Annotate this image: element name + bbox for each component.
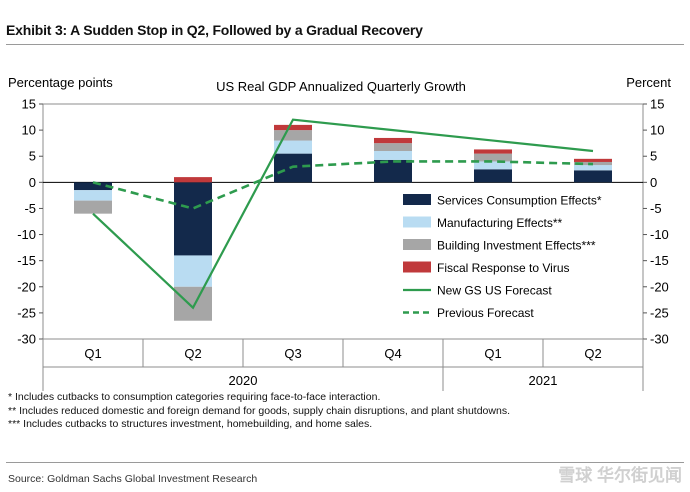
bar-segment-building-investment-effects	[74, 200, 112, 214]
y-tick-label-left: -5	[24, 201, 36, 216]
exhibit-title: Exhibit 3: A Sudden Stop in Q2, Followed…	[6, 22, 423, 38]
legend-label-services-consumption-effects: Services Consumption Effects*	[437, 194, 602, 208]
bar-segment-services-consumption-effects	[74, 182, 112, 191]
y-tick-label-left: -10	[17, 227, 36, 242]
y-tick-label-left: -20	[17, 279, 36, 294]
top-rule	[6, 44, 684, 45]
footnote: * Includes cutbacks to consumption categ…	[8, 391, 381, 403]
legend-label-manufacturing-effects: Manufacturing Effects**	[437, 216, 563, 230]
x-tick-label: Q4	[384, 346, 401, 361]
bar-segment-fiscal-response-to-virus	[374, 137, 412, 144]
y-tick-label-right: -30	[650, 332, 669, 347]
bar-segment-manufacturing-effects	[74, 190, 112, 201]
bar-segment-building-investment-effects	[474, 153, 512, 162]
gdp-chart: 15 15 10 10 5 5 0 0 -5 -5 -10 -10 -15 -15 -20 -20 -25 -25…	[8, 75, 671, 391]
legend-label-fiscal-response-to-virus: Fiscal Response to Virus	[437, 261, 570, 275]
y-tick-label-right: 15	[650, 97, 664, 112]
bottom-rule	[6, 462, 684, 463]
bar-segment-services-consumption-effects	[374, 159, 412, 183]
legend-swatch-building-investment-effects	[403, 239, 431, 250]
bar-segment-fiscal-response-to-virus	[474, 149, 512, 154]
y-tick-label-right: -20	[650, 279, 669, 294]
x-tick-label: Q1	[484, 346, 501, 361]
year-label-2020: 2020	[229, 373, 258, 388]
y-tick-label-left: 0	[29, 175, 36, 190]
y-tick-label-left: -15	[17, 253, 36, 268]
y-tick-label-right: -10	[650, 227, 669, 242]
y-tick-label-right: 10	[650, 123, 664, 138]
chart-title: US Real GDP Annualized Quarterly Growth	[216, 79, 466, 94]
footnotes: * Includes cutbacks to consumption categ…	[8, 391, 510, 432]
footnote: ** Includes reduced domestic and foreign…	[8, 404, 510, 417]
previous-forecast-line	[92, 160, 594, 210]
x-tick-label: Q3	[284, 346, 301, 361]
bar-segment-building-investment-effects	[174, 286, 212, 321]
bar-segment-manufacturing-effects	[574, 165, 612, 171]
bar-segment-fiscal-response-to-virus	[574, 158, 612, 162]
legend-swatch-services-consumption-effects	[403, 194, 431, 205]
legend-label-new-gs-us-forecast: New GS US Forecast	[437, 284, 552, 298]
bar-segment-services-consumption-effects	[474, 169, 512, 183]
x-tick-label: Q2	[584, 346, 601, 361]
y-tick-label-left: 10	[22, 123, 36, 138]
legend-label-previous-forecast: Previous Forecast	[437, 306, 534, 320]
y-tick-label-right: -25	[650, 305, 669, 320]
legend-swatch-manufacturing-effects	[403, 216, 431, 228]
bar-segment-services-consumption-effects	[174, 182, 212, 256]
y-axis-label-left: Percentage points	[8, 75, 113, 90]
bar-segment-building-investment-effects	[274, 130, 312, 141]
y-tick-label-left: 15	[22, 97, 36, 112]
y-tick-label-left: -25	[17, 305, 36, 320]
source-note: Source: Goldman Sachs Global Investment …	[8, 473, 258, 485]
y-tick-label-left: -30	[17, 332, 36, 347]
y-tick-label-right: -5	[650, 201, 662, 216]
bar-segment-services-consumption-effects	[574, 170, 612, 183]
x-tick-label: Q1	[84, 346, 101, 361]
bar-segment-building-investment-effects	[374, 143, 412, 151]
y-tick-label-right: 0	[650, 175, 657, 190]
y-tick-label-right: 5	[650, 149, 657, 164]
bar-segment-fiscal-response-to-virus	[274, 124, 312, 131]
legend-swatch-fiscal-response-to-virus	[403, 261, 431, 273]
y-tick-label-left: 5	[29, 149, 36, 164]
x-tick-label: Q2	[184, 346, 201, 361]
bar-segment-fiscal-response-to-virus	[174, 177, 212, 183]
bar-segment-manufacturing-effects	[474, 161, 512, 170]
footnote: *** Includes cutbacks to structures inve…	[8, 418, 373, 430]
y-tick-label-right: -15	[650, 253, 669, 268]
bar-segment-manufacturing-effects	[274, 140, 312, 154]
y-axis-label-right: Percent	[626, 75, 671, 90]
bar-segment-manufacturing-effects	[374, 151, 412, 160]
new-forecast-line	[92, 118, 594, 310]
legend-label-building-investment-effects: Building Investment Effects***	[437, 239, 596, 253]
year-label-2021: 2021	[529, 373, 558, 388]
watermark: 雪球 华尔街见闻	[558, 466, 682, 485]
